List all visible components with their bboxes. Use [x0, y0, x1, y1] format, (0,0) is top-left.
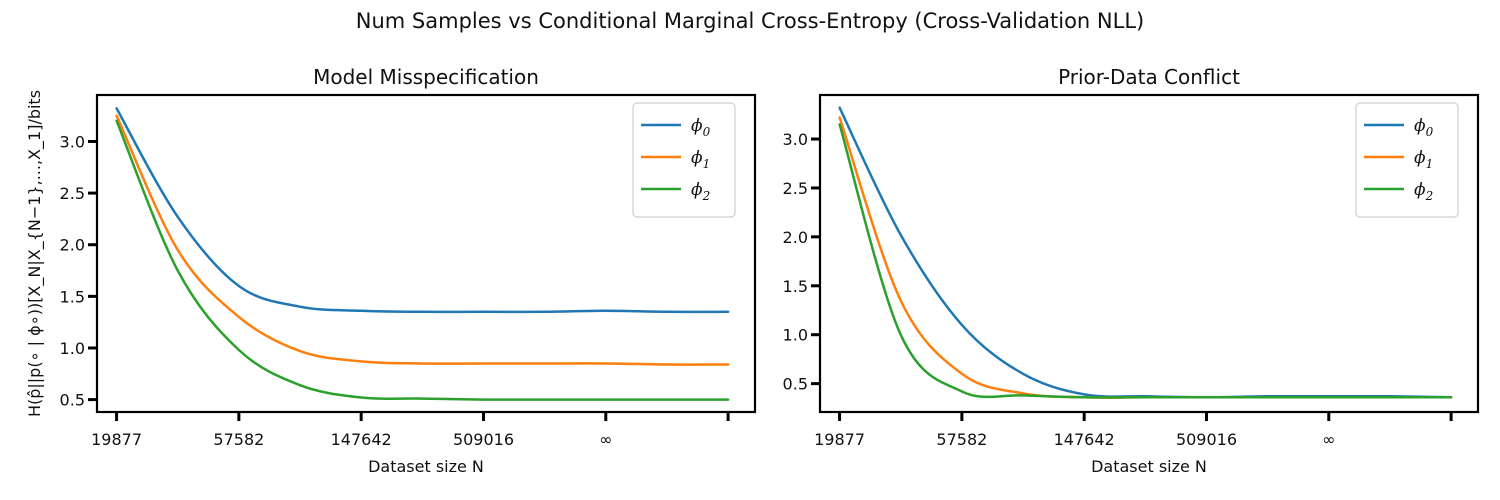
legend-label-text: ϕ [1414, 148, 1426, 168]
y-tick-label: 3.0 [783, 130, 808, 149]
x-tick-label: 509016 [1176, 430, 1237, 449]
legend-label-text: ϕ [691, 180, 703, 200]
y-tick-label: 1.0 [60, 339, 85, 358]
legend-label-text: ϕ [1414, 116, 1426, 136]
legend-label-text: ϕ [691, 148, 703, 168]
legend-label-phi1: ϕ1 [691, 148, 710, 171]
series-line-phi2 [838, 123, 1453, 399]
x-tick-label: 57582 [213, 430, 264, 449]
x-tick-label: 147642 [331, 430, 392, 449]
legend-label-text: ϕ [691, 116, 703, 136]
legend-label-phi1: ϕ1 [1414, 148, 1433, 171]
series-line-phi2 [115, 119, 730, 401]
legend-label-subscript: 0 [703, 125, 711, 139]
series-line-phi0 [115, 107, 730, 314]
y-tick-label: 2.0 [783, 228, 808, 247]
y-tick-label: 1.0 [783, 326, 808, 345]
x-tick-label: ∞ [599, 430, 612, 449]
legend-label-subscript: 1 [703, 157, 711, 171]
y-tick-label: 1.5 [783, 277, 808, 296]
panel-model-misspecification: Model Misspecification Dataset size N H(p̂… [25, 65, 757, 476]
y-tick-label: 1.5 [60, 287, 85, 306]
x-tick-label: ∞ [1322, 430, 1335, 449]
figure-title: Num Samples vs Conditional Marginal Cros… [356, 9, 1144, 33]
legend-label-phi2: ϕ2 [691, 180, 710, 203]
y-axis-label: H(p̂||p(∘ | ϕ∘))[X_N|X_{N−1},...,X_1]/bi… [25, 90, 45, 417]
series-lines [115, 107, 730, 401]
plot-frame [818, 93, 1480, 414]
x-tick-label: 19877 [91, 430, 142, 449]
legend-box [632, 102, 736, 218]
y-tick-label: 3.0 [60, 132, 85, 151]
legend-label-subscript: 2 [1425, 189, 1434, 203]
y-tick-label: 0.5 [60, 391, 85, 410]
legend-label-phi2: ϕ2 [1414, 180, 1433, 203]
y-tick-label: 2.5 [60, 184, 85, 203]
legend-label-phi0: ϕ0 [1414, 116, 1434, 139]
y-tick-label: 2.0 [60, 236, 85, 255]
panel-prior-data-conflict: Prior-Data Conflict Dataset size N 0.5 1.0 1… [783, 65, 1480, 476]
legend-box [1355, 102, 1459, 218]
legend-label-phi0: ϕ0 [691, 116, 711, 139]
x-axis-label: Dataset size N [368, 457, 484, 476]
legend-label-subscript: 0 [1426, 125, 1434, 139]
x-tick-label: 19877 [814, 430, 865, 449]
legend-label-subscript: 2 [702, 189, 711, 203]
y-tick-label: 0.5 [783, 375, 808, 394]
plot-frame [95, 93, 757, 414]
x-tick-label: 147642 [1054, 430, 1115, 449]
series-line-phi1 [115, 114, 730, 366]
x-tick-label: 509016 [453, 430, 514, 449]
x-axis-label: Dataset size N [1091, 457, 1207, 476]
panel-title: Prior-Data Conflict [1058, 65, 1240, 89]
y-tick-label: 2.5 [783, 179, 808, 198]
legend-label-subscript: 1 [1426, 157, 1434, 171]
legend-label-text: ϕ [1414, 180, 1426, 200]
panel-title: Model Misspecification [313, 65, 539, 89]
series-lines [838, 106, 1453, 399]
x-tick-label: 57582 [936, 430, 987, 449]
